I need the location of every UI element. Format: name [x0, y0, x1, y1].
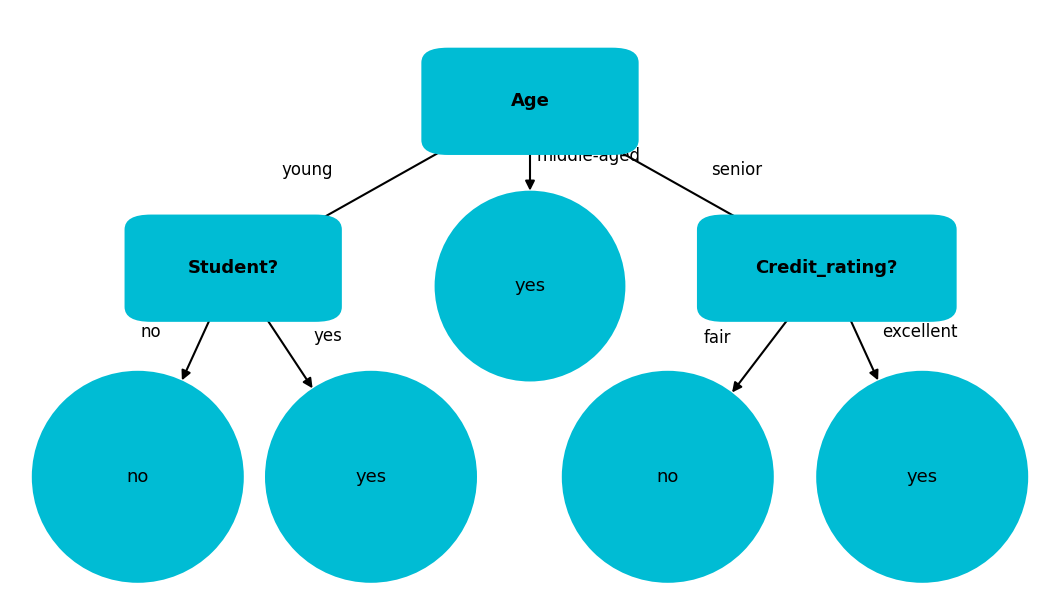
- FancyBboxPatch shape: [125, 215, 341, 322]
- Ellipse shape: [816, 371, 1028, 583]
- Ellipse shape: [265, 371, 477, 583]
- Text: young: young: [282, 161, 333, 179]
- Text: fair: fair: [703, 329, 730, 347]
- Text: excellent: excellent: [882, 323, 957, 341]
- Text: Age: Age: [511, 92, 549, 110]
- Text: senior: senior: [711, 161, 762, 179]
- Text: yes: yes: [355, 468, 387, 486]
- FancyBboxPatch shape: [421, 48, 638, 155]
- Text: yes: yes: [906, 468, 938, 486]
- FancyBboxPatch shape: [697, 215, 956, 322]
- Text: yes: yes: [514, 277, 546, 295]
- Ellipse shape: [32, 371, 244, 583]
- Ellipse shape: [562, 371, 774, 583]
- Text: no: no: [126, 468, 149, 486]
- Ellipse shape: [435, 191, 625, 381]
- Text: middle-aged: middle-aged: [536, 147, 640, 166]
- Text: no: no: [141, 323, 161, 341]
- Text: yes: yes: [314, 327, 342, 344]
- Text: Credit_rating?: Credit_rating?: [756, 259, 898, 277]
- Text: Student?: Student?: [188, 259, 279, 277]
- Text: no: no: [656, 468, 679, 486]
